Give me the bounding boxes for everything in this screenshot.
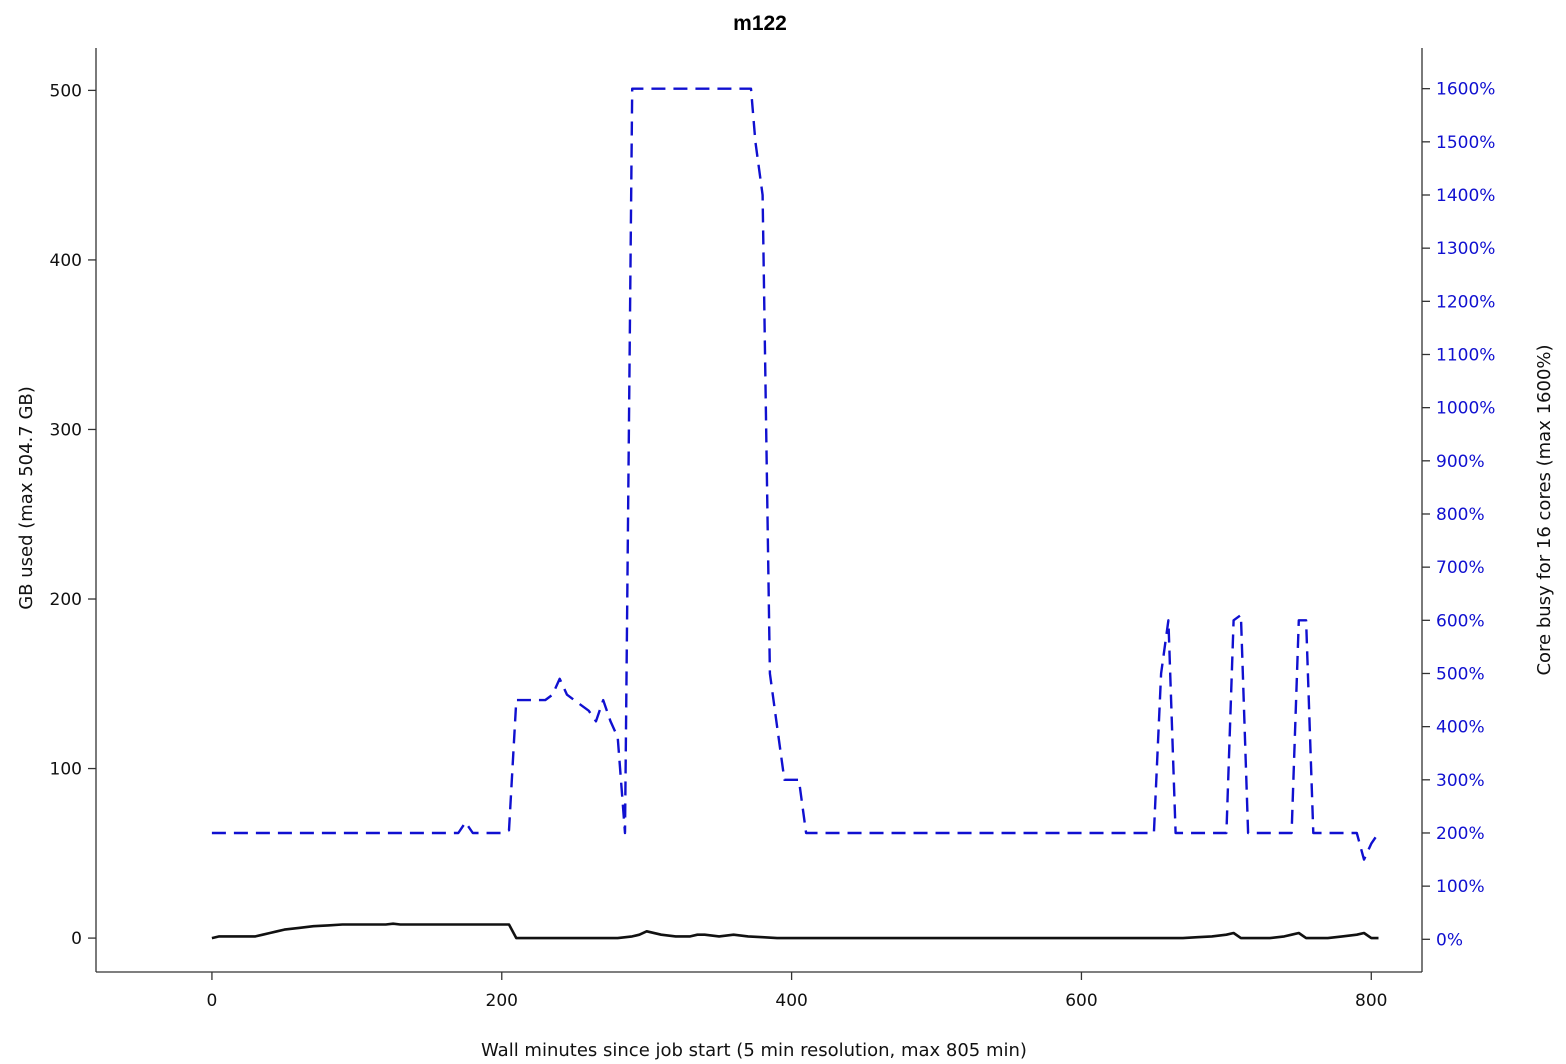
y-tick-label-right: 1400% <box>1436 186 1495 206</box>
y-tick-label-right: 1200% <box>1436 292 1495 312</box>
cpu-line <box>211 87 1380 861</box>
y-tick-label-right: 1100% <box>1436 345 1495 365</box>
y-tick-label-right: 300% <box>1436 771 1485 791</box>
y-tick-label-right: 1600% <box>1436 80 1495 100</box>
plot-area <box>211 87 1380 940</box>
y-tick-label-right: 900% <box>1436 452 1485 472</box>
y-tick-label-right: 200% <box>1436 824 1485 844</box>
y-tick-label-left: 200 <box>50 590 82 610</box>
x-axis-title: Wall minutes since job start (5 min reso… <box>481 1040 1027 1061</box>
x-tick-label: 0 <box>207 991 218 1011</box>
y-tick-label-right: 1000% <box>1436 399 1495 419</box>
y-axis-title-left: GB used (max 504.7 GB) <box>16 386 37 610</box>
y-tick-label-left: 100 <box>50 760 82 780</box>
y-tick-label-right: 1500% <box>1436 133 1495 153</box>
x-tick-label: 200 <box>486 991 518 1011</box>
memory-line <box>211 922 1379 940</box>
y-tick-label-right: 1300% <box>1436 239 1495 259</box>
y-tick-label-left: 0 <box>71 929 82 949</box>
y-axis-title-right: Core busy for 16 cores (max 1600%) <box>1534 344 1555 675</box>
y-tick-label-left: 400 <box>50 251 82 271</box>
x-tick-label: 600 <box>1065 991 1097 1011</box>
y-tick-label-right: 500% <box>1436 664 1485 684</box>
y-tick-label-right: 700% <box>1436 558 1485 578</box>
x-tick-label: 800 <box>1355 991 1387 1011</box>
y-tick-label-right: 800% <box>1436 505 1485 525</box>
y-tick-label-left: 500 <box>50 81 82 101</box>
chart-title: m122 <box>733 12 787 35</box>
axes: 0 200 400 600 800 0 100 200 300 400 500 0% 100% 200% 3… <box>50 48 1495 1011</box>
y-tick-label-right: 0% <box>1436 930 1463 950</box>
y-tick-label-right: 600% <box>1436 611 1485 631</box>
y-tick-label-right: 100% <box>1436 877 1485 897</box>
y-tick-label-left: 300 <box>50 420 82 440</box>
y-tick-label-right: 400% <box>1436 718 1485 738</box>
x-tick-label: 400 <box>775 991 807 1011</box>
